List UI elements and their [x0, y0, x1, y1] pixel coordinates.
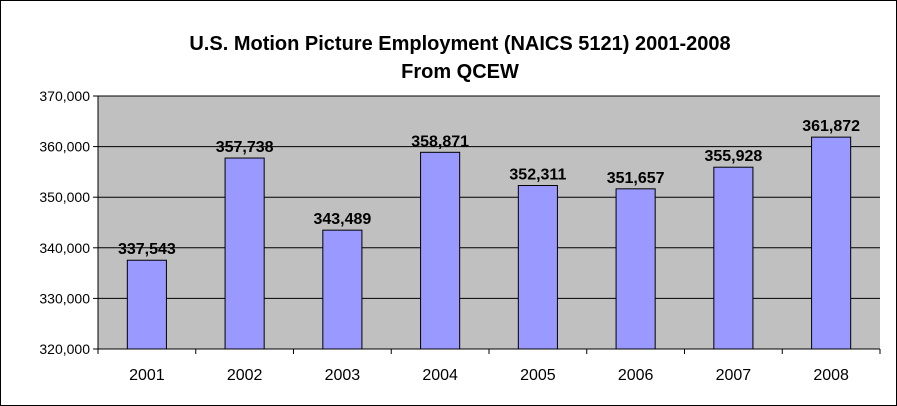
data-label-2005: 352,311	[509, 167, 566, 184]
chart-title: U.S. Motion Picture Employment (NAICS 51…	[189, 33, 730, 55]
bar-2008	[811, 136, 852, 350]
plot-area	[98, 96, 880, 349]
bar-2003	[322, 229, 363, 350]
bar-2001	[126, 259, 167, 350]
y-tick-label: 360,000	[39, 139, 90, 155]
x-axis-ticks: 2001 2002 2003 2004 2005 2006 2007 2008	[97, 349, 881, 384]
bar-2006	[615, 188, 656, 350]
data-labels: 337,543 357,738 343,489 358,871 352,311 351,6…	[118, 118, 860, 258]
x-tick-label: 2001	[129, 367, 165, 384]
y-tick-label: 330,000	[39, 290, 90, 306]
data-label-2004: 358,871	[411, 133, 469, 150]
bars	[126, 136, 852, 350]
y-tick-label: 320,000	[39, 341, 90, 357]
axes	[97, 96, 880, 350]
x-tick-label: 2002	[227, 367, 263, 384]
bar-2002	[224, 157, 265, 350]
x-tick-label: 2008	[813, 367, 849, 384]
data-label-2002: 357,738	[216, 139, 274, 156]
x-tick-label: 2006	[618, 367, 654, 384]
x-tick-label: 2004	[422, 367, 458, 384]
data-label-2006: 351,657	[607, 170, 665, 187]
y-tick-label: 350,000	[39, 189, 90, 205]
y-axis-ticks: 320,000 330,000 340,000 350,000 360,000 370,0…	[39, 88, 98, 357]
x-tick-label: 2003	[325, 367, 361, 384]
y-tick-label: 340,000	[39, 240, 90, 256]
data-label-2007: 355,928	[704, 148, 762, 165]
chart-subtitle: From QCEW	[401, 61, 519, 83]
data-label-2003: 343,489	[313, 211, 371, 228]
bar-2004	[420, 151, 461, 350]
x-tick-label: 2007	[716, 367, 752, 384]
bar-2007	[713, 166, 754, 350]
x-tick-label: 2005	[520, 367, 556, 384]
data-label-2008: 361,872	[802, 118, 860, 135]
y-tick-label: 370,000	[39, 88, 90, 104]
data-label-2001: 337,543	[118, 241, 176, 258]
bar-2005	[517, 185, 558, 350]
